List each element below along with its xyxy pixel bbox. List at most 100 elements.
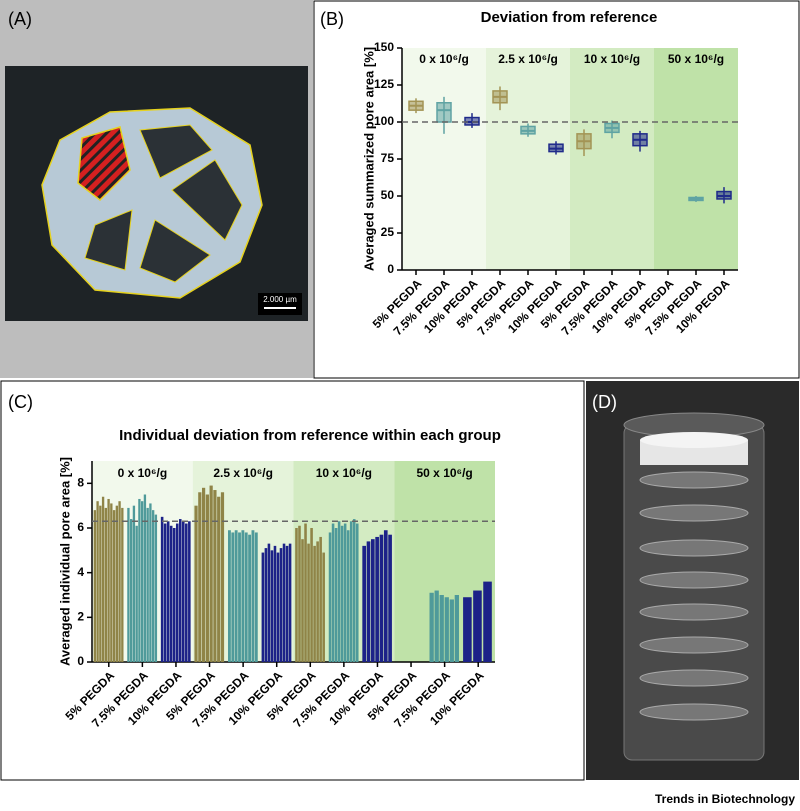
bar: [188, 521, 191, 662]
y-tick-label: 75: [381, 151, 395, 165]
bar: [449, 599, 454, 662]
bar: [355, 523, 359, 662]
group-label: 2.5 x 10⁶/g: [498, 52, 558, 66]
bar: [118, 501, 121, 662]
bar: [220, 492, 225, 662]
bar: [337, 521, 341, 662]
bar: [273, 545, 277, 662]
pore: [84, 209, 133, 271]
bar: [331, 523, 335, 662]
panel-label: (A): [8, 9, 32, 29]
panel-label: (C): [8, 392, 33, 412]
box: [436, 102, 452, 123]
bar: [135, 525, 138, 662]
bar: [101, 496, 105, 662]
y-axis-title: Averaged summarized pore area [%]: [361, 47, 376, 271]
bar: [254, 532, 258, 662]
bar: [110, 503, 113, 662]
bar: [238, 532, 241, 662]
scale-bar-box: [258, 293, 302, 315]
bar: [112, 510, 116, 662]
bar: [473, 590, 482, 662]
bar: [270, 550, 274, 662]
bar: [444, 597, 449, 662]
panel-d: (D): [586, 381, 799, 780]
bar: [343, 523, 347, 662]
bar: [201, 487, 206, 662]
bar: [340, 525, 344, 662]
bar: [288, 543, 292, 662]
bar: [163, 523, 167, 662]
group-label: 50 x 10⁶/g: [668, 52, 724, 66]
bar: [388, 534, 392, 662]
bar: [151, 510, 155, 662]
bar: [383, 530, 388, 662]
bar: [228, 530, 231, 662]
group-label: 0 x 10⁶/g: [419, 52, 469, 66]
bar: [244, 532, 248, 662]
group-label: 2.5 x 10⁶/g: [213, 466, 273, 480]
bar: [463, 597, 472, 662]
y-tick-label: 0: [77, 654, 84, 668]
bar: [154, 514, 158, 662]
bar: [379, 534, 384, 662]
bar: [279, 548, 283, 662]
bar: [104, 507, 108, 662]
bar: [313, 545, 316, 662]
bar: [295, 528, 298, 662]
group-label: 50 x 10⁶/g: [417, 466, 473, 480]
y-tick-label: 2: [77, 610, 84, 624]
y-tick-label: 6: [77, 520, 84, 534]
bar: [251, 530, 255, 662]
bar: [319, 536, 322, 662]
group-label: 10 x 10⁶/g: [316, 466, 372, 480]
bar: [132, 505, 136, 662]
bar: [185, 523, 188, 662]
bar: [234, 530, 238, 662]
bar: [352, 519, 356, 662]
bar: [143, 494, 147, 662]
panel-label: (D): [592, 392, 617, 412]
bar: [169, 525, 173, 662]
bar: [261, 552, 265, 662]
bar: [217, 496, 221, 662]
bar: [349, 521, 353, 662]
bar: [276, 552, 280, 662]
y-tick-label: 125: [374, 77, 394, 91]
group-band: [570, 48, 654, 270]
bar: [328, 532, 332, 662]
bar: [93, 510, 97, 662]
y-tick-label: 50: [381, 188, 395, 202]
pore: [139, 219, 211, 283]
y-tick-label: 100: [374, 114, 394, 128]
bar: [375, 536, 379, 662]
bar: [454, 595, 459, 662]
chart-title: Individual deviation from reference with…: [119, 427, 501, 444]
bar: [304, 523, 307, 662]
cap-top: [640, 432, 748, 448]
bar: [267, 543, 271, 662]
bar: [301, 539, 304, 662]
bar: [194, 505, 198, 662]
y-tick-label: 4: [77, 565, 84, 579]
y-tick-label: 150: [374, 40, 394, 54]
bar: [366, 541, 371, 662]
bar: [172, 528, 176, 662]
bar: [307, 543, 310, 662]
bar: [282, 543, 286, 662]
bar: [205, 494, 209, 662]
bar: [362, 545, 367, 662]
discs: [639, 471, 749, 721]
pore: [171, 159, 243, 241]
bar: [241, 530, 245, 662]
group-label: 0 x 10⁶/g: [118, 466, 168, 480]
bar: [127, 507, 130, 662]
bar: [175, 523, 179, 662]
bar: [248, 534, 252, 662]
bar: [107, 498, 110, 662]
bar: [198, 492, 202, 662]
bar: [316, 541, 319, 662]
footer: Trends in Biotechnology: [655, 792, 795, 806]
selected-pore: [77, 126, 131, 201]
bar: [160, 516, 164, 662]
